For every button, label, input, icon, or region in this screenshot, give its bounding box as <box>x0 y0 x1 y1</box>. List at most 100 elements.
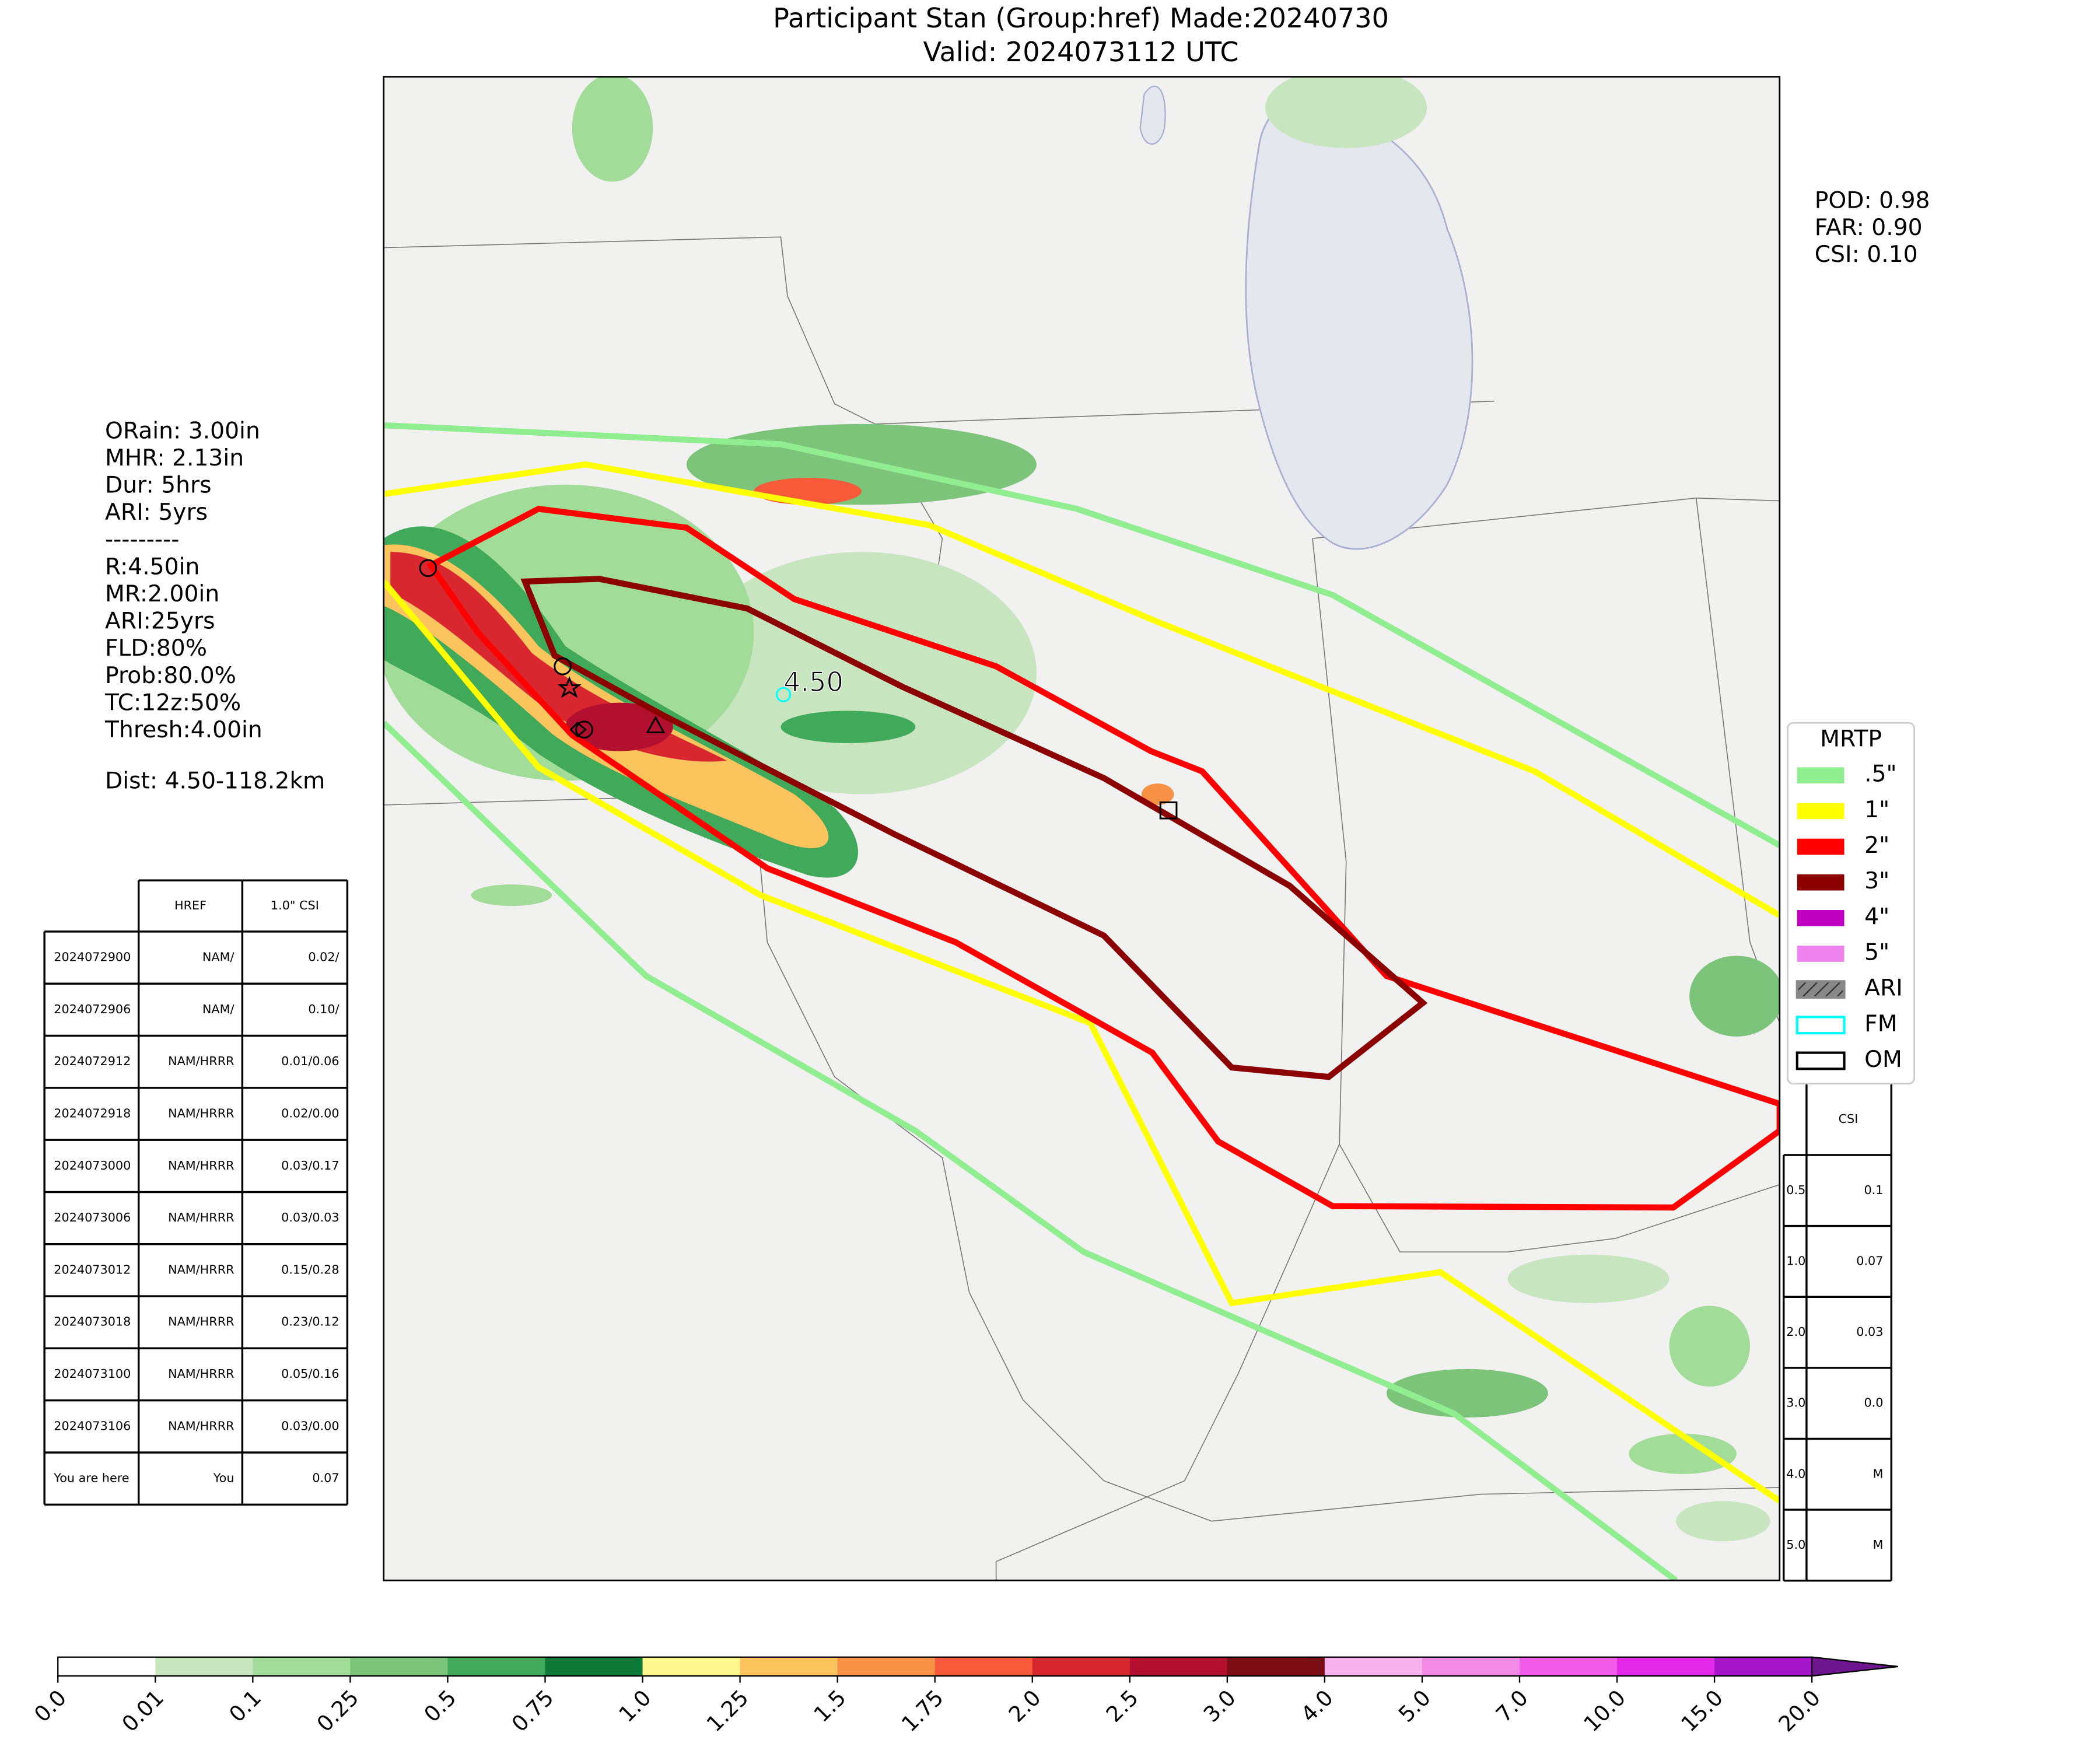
colorbar-segment <box>1422 1657 1520 1676</box>
colorbar-segment <box>1714 1657 1812 1676</box>
table-cell: 3.0 <box>1786 1396 1805 1410</box>
table-cell: 2024072900 <box>54 950 131 964</box>
table-cell: 0.0 <box>1864 1396 1883 1410</box>
legend-swatch <box>1797 874 1845 891</box>
table-cell: NAM/HRRR <box>168 1158 234 1172</box>
table-cell: 2024072912 <box>54 1054 131 1068</box>
colorbar-segment <box>1032 1657 1130 1676</box>
map-label: 4.50 <box>783 666 844 698</box>
legend-swatch <box>1797 946 1845 962</box>
colorbar-segment <box>545 1657 643 1676</box>
subtitle: Valid: 2024073112 UTC <box>923 36 1239 68</box>
table-cell: 2.0 <box>1786 1325 1805 1339</box>
distance: Dist: 4.50-118.2km <box>105 768 325 794</box>
info-line: ARI: 5yrs <box>105 499 208 526</box>
colorbar-segment <box>447 1657 546 1676</box>
table-cell: 0.1 <box>1864 1183 1883 1197</box>
title: Participant Stan (Group:href) Made:20240… <box>773 2 1389 34</box>
colorbar-tick-label: 0.1 <box>224 1685 266 1727</box>
info-line: R:4.50in <box>105 554 200 580</box>
colorbar-segment <box>58 1657 156 1676</box>
table-cell: 2024073018 <box>54 1315 131 1329</box>
colorbar-segment <box>1227 1657 1325 1676</box>
colorbar-tick-label: 1.25 <box>702 1685 754 1737</box>
info-line: TC:12z:50% <box>104 690 241 716</box>
table-cell: M <box>1873 1538 1884 1552</box>
observation-markers <box>419 559 1178 820</box>
colorbar-tick-label: 3.0 <box>1199 1685 1241 1727</box>
table-cell: 2024072906 <box>54 1002 131 1016</box>
table-cell: 0.03/0.17 <box>281 1158 339 1172</box>
table-cell: NAM/HRRR <box>168 1315 234 1329</box>
table-cell: 2024073106 <box>54 1419 131 1433</box>
colorbar-tick-label: 5.0 <box>1394 1685 1436 1727</box>
table-cell: 0.02/ <box>308 950 339 964</box>
info-line: MHR: 2.13in <box>105 445 244 471</box>
legend-label: 2" <box>1864 832 1889 859</box>
table-cell: 0.02/0.00 <box>281 1107 339 1121</box>
info-line: Thresh:4.00in <box>104 717 262 743</box>
table-cell: 0.23/0.12 <box>281 1315 339 1329</box>
map-frame <box>383 76 1781 1581</box>
table-cell: 1.0 <box>1786 1254 1805 1268</box>
score: FAR: 0.90 <box>1815 215 1923 241</box>
table-cell: 0.07 <box>312 1471 339 1485</box>
legend-swatch <box>1796 1051 1846 1070</box>
colorbar-segment <box>740 1657 838 1676</box>
table-cell: NAM/ <box>202 1002 235 1016</box>
table-cell: 0.15/0.28 <box>281 1262 339 1276</box>
table-cell: 0.05/0.16 <box>281 1367 339 1381</box>
score: POD: 0.98 <box>1815 188 1930 214</box>
colorbar-tick-label: 10.0 <box>1579 1685 1631 1737</box>
info-line: ARI:25yrs <box>105 608 215 635</box>
colorbar-segment <box>253 1657 351 1676</box>
table-cell: M <box>1873 1466 1884 1480</box>
colorbar-tick-label: 2.5 <box>1101 1685 1143 1727</box>
info-line: Dur: 5hrs <box>105 473 212 499</box>
table-header: CSI <box>1839 1112 1859 1126</box>
legend-label: 1" <box>1864 797 1889 823</box>
table-cell: NAM/HRRR <box>168 1367 234 1381</box>
table-header: HREF <box>174 898 206 912</box>
colorbar-segment <box>1129 1657 1228 1676</box>
table-cell: 2024073012 <box>54 1262 131 1276</box>
table-cell: 2024073006 <box>54 1210 131 1224</box>
table-cell: 2024072918 <box>54 1107 131 1121</box>
colorbar-tick-label: 0.0 <box>29 1685 71 1727</box>
legend-title: MRTP <box>1820 726 1882 752</box>
legend-label: FM <box>1864 1011 1897 1037</box>
table-header: 1.0" CSI <box>271 898 319 912</box>
legend-swatch <box>1797 910 1845 926</box>
table-cell: 0.5 <box>1786 1183 1805 1197</box>
risk-contours <box>383 422 1780 1581</box>
legend-swatch <box>1797 838 1845 855</box>
colorbar-segment <box>935 1657 1033 1676</box>
colorbar-segment <box>1520 1657 1618 1676</box>
colorbar-tick-label: 0.01 <box>117 1685 169 1737</box>
table-cell: 0.03/0.00 <box>281 1419 339 1433</box>
colorbar-tick-label: 0.75 <box>507 1685 559 1737</box>
info-line: --------- <box>105 527 179 553</box>
legend-swatch <box>1797 803 1845 820</box>
table-cell: 5.0 <box>1786 1538 1805 1552</box>
colorbar-tick-label: 15.0 <box>1676 1685 1728 1737</box>
table-cell: 0.03/0.03 <box>281 1210 339 1224</box>
score: CSI: 0.10 <box>1815 242 1918 268</box>
table-cell: NAM/HRRR <box>168 1107 234 1121</box>
colorbar-tick-label: 1.75 <box>897 1685 949 1737</box>
table-cell: You are here <box>53 1471 129 1485</box>
colorbar-tick-label: 1.5 <box>809 1685 851 1727</box>
colorbar-extension <box>1811 1656 1898 1677</box>
legend-label: 3" <box>1864 868 1889 894</box>
lake <box>1139 85 1166 145</box>
colorbar-segment <box>350 1657 449 1676</box>
table-cell: NAM/ <box>202 950 235 964</box>
table-cell: NAM/HRRR <box>168 1210 234 1224</box>
colorbar-segment <box>155 1657 254 1676</box>
colorbar-tick-label: 4.0 <box>1296 1685 1338 1727</box>
table-cell: 0.01/0.06 <box>281 1054 339 1068</box>
table-cell: NAM/HRRR <box>168 1262 234 1276</box>
colorbar-segment <box>642 1657 741 1676</box>
legend-label: 4" <box>1864 904 1889 930</box>
info-line: FLD:80% <box>105 635 207 662</box>
